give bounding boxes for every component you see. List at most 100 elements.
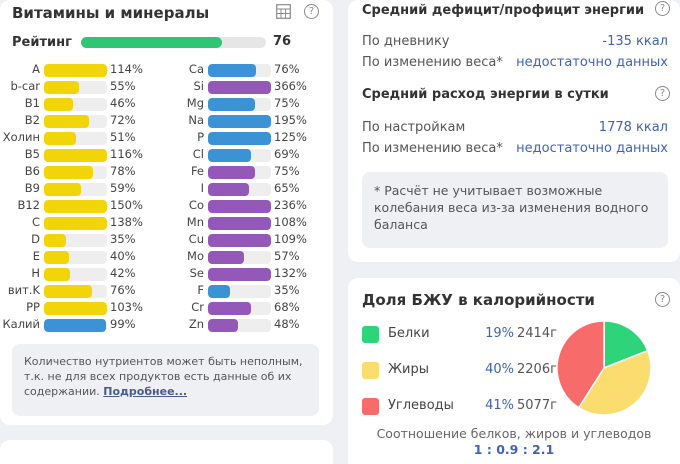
nutrient-row[interactable]: B12 150%: [2, 198, 162, 214]
nutrient-row[interactable]: B5 116%: [2, 147, 162, 163]
settings-label: По настройкам: [362, 120, 466, 135]
nutrient-bar: [44, 81, 107, 94]
nutrient-row[interactable]: B6 78%: [2, 164, 162, 180]
nutrient-percent: 42%: [110, 266, 136, 280]
nutrient-bar-fill: [44, 200, 107, 213]
nutrient-bar: [44, 268, 107, 281]
nutrient-bar: [208, 81, 271, 94]
settings-value: 1778 ккал: [598, 120, 668, 135]
nutrient-row[interactable]: Mn 108%: [166, 215, 326, 231]
nutrient-row[interactable]: Fe 75%: [166, 164, 326, 180]
nutrient-percent: 72%: [110, 113, 136, 127]
nutrient-row[interactable]: P 125%: [166, 130, 326, 146]
nutrient-row[interactable]: Cr 68%: [166, 300, 326, 316]
nutrient-percent: 99%: [110, 317, 136, 331]
nutrient-row[interactable]: F 35%: [166, 283, 326, 299]
nutrient-name: Mn: [186, 215, 204, 229]
nutrient-row[interactable]: Ca 76%: [166, 62, 326, 78]
nutrient-bar-fill: [208, 285, 231, 298]
nutrient-row[interactable]: B1 46%: [2, 96, 162, 112]
nutrient-bar: [208, 200, 271, 213]
nutrient-bar: [208, 302, 271, 315]
nutrient-bar-fill: [208, 268, 271, 281]
nutrient-row[interactable]: Si 366%: [166, 79, 326, 95]
nutrient-bar: [44, 200, 107, 213]
nutrient-percent: 108%: [274, 215, 307, 229]
macro-ratio: 1 : 0.9 : 2.1: [473, 442, 555, 457]
nutrient-row[interactable]: Cu 109%: [166, 232, 326, 248]
nutrient-bar: [44, 183, 107, 196]
nutrient-percent: 150%: [110, 198, 143, 212]
nutrient-name: Mg: [186, 96, 204, 110]
nutrient-row[interactable]: Se 132%: [166, 266, 326, 282]
nutrient-row[interactable]: D 35%: [2, 232, 162, 248]
nutrient-row[interactable]: C 138%: [2, 215, 162, 231]
macro-color-swatch: [362, 362, 379, 379]
vitamins-title: Витамины и минералы: [12, 4, 210, 22]
nutrient-percent: 59%: [110, 181, 136, 195]
nutrient-row[interactable]: Na 195%: [166, 113, 326, 129]
nutrient-name: PP: [26, 300, 40, 314]
nutrient-row[interactable]: вит.K 76%: [2, 283, 162, 299]
help-icon[interactable]: ?: [655, 1, 670, 16]
nutrient-percent: 76%: [110, 283, 136, 297]
nutrient-name: Cr: [191, 300, 204, 314]
macro-name: Белки: [388, 326, 430, 341]
nutrient-percent: 69%: [274, 147, 300, 161]
nutrient-bar-fill: [208, 81, 271, 94]
nutrient-percent: 55%: [110, 79, 136, 93]
nutrient-row[interactable]: Mg 75%: [166, 96, 326, 112]
nutrient-percent: 132%: [274, 266, 307, 280]
nutrient-name: B9: [24, 181, 40, 195]
nutrient-percent: 35%: [110, 232, 136, 246]
nutrient-bar: [208, 268, 271, 281]
nutrient-row[interactable]: H 42%: [2, 266, 162, 282]
nutrient-bar: [44, 217, 107, 230]
nutrient-bar-fill: [44, 81, 79, 94]
nutrient-bar-fill: [208, 217, 271, 230]
nutrient-row[interactable]: b-car 55%: [2, 79, 162, 95]
deficit-title: Средний дефицит/профицит энергии: [362, 3, 645, 18]
nutrient-row[interactable]: Cl 69%: [166, 147, 326, 163]
nutrient-row[interactable]: B2 72%: [2, 113, 162, 129]
nutrient-name: E: [32, 249, 40, 263]
nutrient-bar-fill: [44, 302, 107, 315]
help-icon[interactable]: ?: [304, 4, 319, 19]
help-icon[interactable]: ?: [655, 292, 670, 307]
help-icon[interactable]: ?: [655, 86, 670, 101]
nutrient-bar-fill: [44, 115, 90, 128]
nutrient-name: b-car: [10, 79, 40, 93]
macro-caption: Соотношение белков, жиров и углеводов: [376, 426, 652, 441]
nutrient-row[interactable]: PP 103%: [2, 300, 162, 316]
rating-bar-fill: [81, 37, 222, 48]
nutrient-bar-fill: [208, 319, 239, 332]
nutrient-percent: 57%: [274, 249, 300, 263]
macro-name: Углеводы: [388, 398, 454, 413]
weight-change-value[interactable]: недостаточно данных: [516, 141, 668, 156]
weight-change-value[interactable]: недостаточно данных: [516, 55, 668, 70]
rating-value: 76: [273, 34, 292, 49]
nutrient-row[interactable]: Co 236%: [166, 198, 326, 214]
nutrient-percent: 236%: [274, 198, 307, 212]
nutrient-row[interactable]: Zn 48%: [166, 317, 326, 333]
nutrient-row[interactable]: A 114%: [2, 62, 162, 78]
nutrient-bar-fill: [208, 149, 252, 162]
nutrient-row[interactable]: I 65%: [166, 181, 326, 197]
macro-name: Жиры: [388, 362, 429, 377]
nutrient-row[interactable]: Калий 99%: [2, 317, 162, 333]
nutrient-percent: 46%: [110, 96, 136, 110]
nutrient-name: Холин: [2, 130, 40, 144]
nutrient-percent: 76%: [274, 62, 300, 76]
table-icon[interactable]: [276, 4, 291, 19]
nutrient-row[interactable]: B9 59%: [2, 181, 162, 197]
rating-label: Рейтинг: [12, 35, 72, 50]
nutrient-bar: [44, 115, 107, 128]
nutrient-bar: [208, 132, 271, 145]
nutrient-name: Cl: [192, 147, 204, 161]
more-link[interactable]: Подробнее...: [103, 385, 188, 398]
nutrient-bar-fill: [44, 166, 94, 179]
nutrient-row[interactable]: Холин 51%: [2, 130, 162, 146]
nutrient-row[interactable]: E 40%: [2, 249, 162, 265]
nutrient-bar: [208, 166, 271, 179]
nutrient-row[interactable]: Mo 57%: [166, 249, 326, 265]
